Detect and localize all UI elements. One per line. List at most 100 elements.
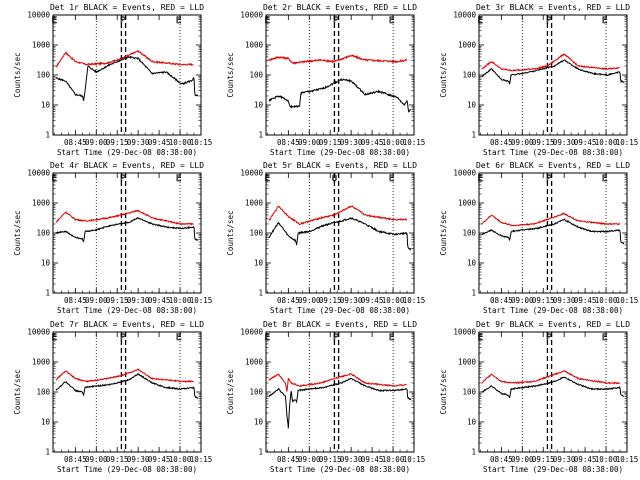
y-axis-label: Counts/sec [226,52,235,97]
x-axis-label: Start Time (29-Dec-08 08:38:00) [270,306,410,315]
x-tick-label: 10:00 [595,138,618,147]
plot-frame [478,172,628,294]
panel-2: Det 2r BLACK = Events, RED = LLD 1 10 100 10… [226,3,425,157]
y-tick-label: 1000 [458,199,477,208]
x-axis-label: Start Time (29-Dec-08 08:38:00) [483,306,623,315]
x-axis-label: Start Time (29-Dec-08 08:38:00) [483,148,623,157]
x-tick-label: 09:45 [148,296,171,305]
y-tick-label: 10 [254,101,264,110]
x-tick-label: 09:45 [361,296,384,305]
x-tick-label: 08:45 [490,138,513,147]
orbit-marker: E [265,333,270,343]
y-tick-label: 1000 [458,358,477,367]
x-tick-label: 09:15 [532,138,555,147]
panel-title: Det 4r BLACK = Events, RED = LLD [50,161,204,170]
orbit-marker: P [333,16,339,26]
y-tick-label: 1 [471,448,476,457]
x-tick-label: 08:45 [64,296,87,305]
plot-frame [52,14,202,136]
x-tick-label: 09:00 [298,138,321,147]
x-tick-label: 09:15 [532,296,555,305]
x-tick-label: 09:30 [553,138,576,147]
y-tick-label: 10 [254,418,264,427]
y-tick-label: 10000 [240,328,263,337]
x-tick-label: 08:45 [277,296,300,305]
y-tick-label: 1000 [32,358,51,367]
events-series-line [55,373,199,399]
x-tick-label: 10:00 [382,138,405,147]
panel-7: Det 7r BLACK = Events, RED = LLD 1 10 100 10… [13,320,212,474]
y-tick-label: 100 [249,388,263,397]
x-tick-label: 09:00 [85,138,108,147]
x-tick-label: 10:15 [616,296,639,305]
orbit-marker: O [332,174,337,184]
y-tick-label: 1 [258,131,263,140]
plot-frame [52,172,202,294]
x-tick-label: 09:30 [340,138,363,147]
y-tick-label: 1000 [32,41,51,50]
y-tick-label: 1000 [458,41,477,50]
lld-series-line [481,370,621,385]
lld-series-line [268,205,408,226]
orbit-marker: E [265,174,270,184]
y-tick-label: 10000 [453,11,476,20]
plot-frame [52,331,202,453]
events-series-line [268,77,412,113]
x-tick-label: 10:15 [616,138,639,147]
orbit-marker: P [546,16,552,26]
x-tick-label: 10:00 [595,455,618,464]
y-axis-label: Counts/sec [13,52,22,97]
panel-5: Det 5r BLACK = Events, RED = LLD 1 10 100 10… [226,161,425,315]
orbit-marker: P [120,174,126,184]
events-series-line [481,376,624,399]
lld-series-line [55,209,194,226]
panel-6: Det 6r BLACK = Events, RED = LLD 1 10 100 10… [439,161,638,315]
y-tick-label: 10 [41,101,51,110]
x-tick-label: 10:15 [190,296,213,305]
x-tick-label: 10:00 [382,455,405,464]
orbit-marker: E [176,333,181,343]
panel-title: Det 3r BLACK = Events, RED = LLD [476,3,630,12]
x-tick-label: 10:15 [403,455,426,464]
x-tick-label: 09:15 [106,138,129,147]
x-tick-label: 10:15 [403,138,426,147]
lld-series-line [481,53,620,72]
x-tick-label: 10:00 [382,296,405,305]
y-tick-label: 1 [45,289,50,298]
y-tick-label: 10 [467,259,477,268]
events-series-line [55,55,199,101]
y-tick-label: 100 [462,71,476,80]
orbit-marker: E [265,16,270,26]
x-axis-label: Start Time (29-Dec-08 08:38:00) [57,306,197,315]
orbit-marker: E [602,16,607,26]
y-tick-label: 1 [45,448,50,457]
x-tick-label: 10:00 [169,455,192,464]
x-tick-label: 10:00 [169,138,192,147]
orbit-marker: P [120,16,126,26]
y-axis-label: Counts/sec [13,369,22,414]
x-axis-label: Start Time (29-Dec-08 08:38:00) [270,148,410,157]
orbit-marker: E [602,333,607,343]
panel-title: Det 5r BLACK = Events, RED = LLD [263,161,417,170]
x-tick-label: 09:45 [148,138,171,147]
orbit-marker: E [52,174,57,184]
y-tick-label: 1 [471,289,476,298]
lld-series-line [481,212,621,227]
x-tick-label: 09:45 [361,455,384,464]
x-tick-label: 09:30 [553,296,576,305]
y-tick-label: 100 [36,388,50,397]
x-tick-label: 08:45 [64,455,87,464]
x-tick-label: 09:00 [85,296,108,305]
events-series-line [268,377,412,429]
lld-series-line [55,49,194,68]
x-tick-label: 09:45 [361,138,384,147]
events-series-line [55,216,199,243]
x-tick-label: 09:15 [106,296,129,305]
y-axis-label: Counts/sec [439,369,448,414]
y-tick-label: 1000 [32,199,51,208]
panel-9: Det 9r BLACK = Events, RED = LLD 1 10 100 10… [439,320,638,474]
plot-frame [265,331,415,453]
y-tick-label: 10000 [27,328,50,337]
y-tick-label: 10000 [240,11,263,20]
x-tick-label: 09:30 [340,296,363,305]
